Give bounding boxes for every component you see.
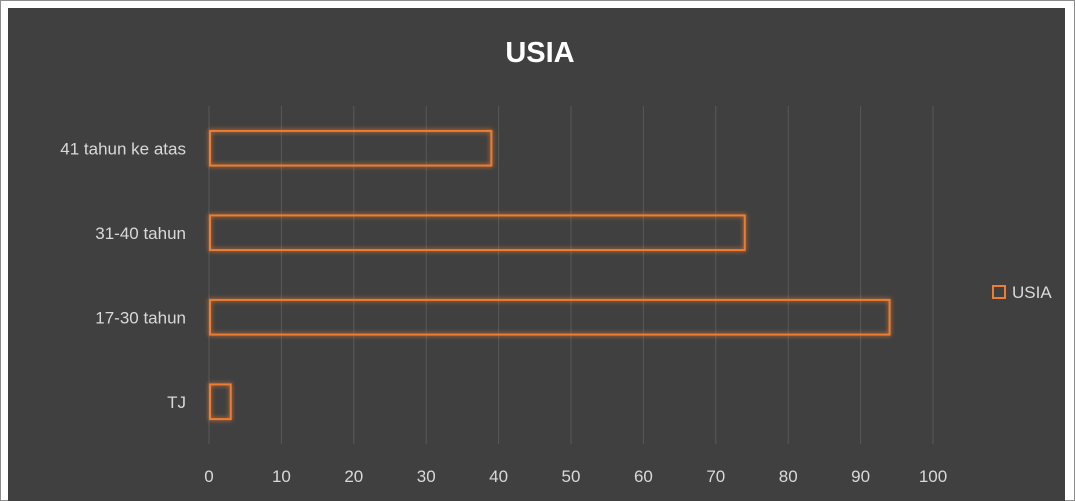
x-tick-label: 10 <box>272 467 291 486</box>
legend-label: USIA <box>1012 283 1052 302</box>
x-tick-label: 90 <box>851 467 870 486</box>
x-tick-label: 40 <box>489 467 508 486</box>
x-tick-label: 20 <box>344 467 363 486</box>
legend: USIA <box>992 283 1052 302</box>
category-label: 31-40 tahun <box>95 224 186 243</box>
chart-title: USIA <box>505 37 574 69</box>
bar <box>209 383 232 421</box>
grid-lines <box>208 106 934 444</box>
x-tick-label: 50 <box>562 467 581 486</box>
chart-panel <box>8 8 1065 501</box>
x-tick-label: 80 <box>779 467 798 486</box>
bar <box>209 129 493 167</box>
category-label: 41 tahun ke atas <box>60 139 186 158</box>
x-tick-label: 30 <box>417 467 436 486</box>
tick-labels: 0 10 20 30 40 50 60 70 80 90 100 <box>204 467 947 486</box>
x-tick-label: 70 <box>706 467 725 486</box>
bar <box>209 214 746 252</box>
x-tick-label: 100 <box>919 467 947 486</box>
x-tick-label: 0 <box>204 467 213 486</box>
legend-swatch <box>992 285 1006 299</box>
bar <box>209 298 891 336</box>
x-tick-label: 60 <box>634 467 653 486</box>
category-labels: 41 tahun ke atas 31-40 tahun 17-30 tahun TJ <box>60 139 186 412</box>
bars <box>209 129 891 421</box>
category-label: 17-30 tahun <box>95 308 186 327</box>
category-label: TJ <box>167 393 186 412</box>
